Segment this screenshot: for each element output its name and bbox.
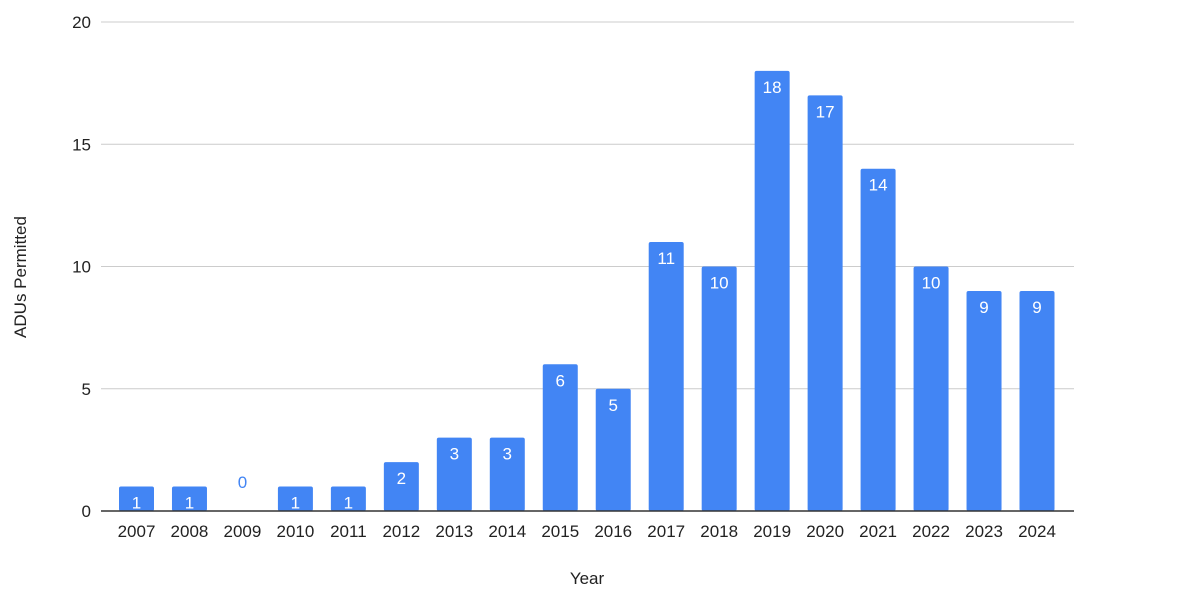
bar-data-label: 10: [710, 274, 729, 293]
x-tick-label: 2012: [382, 522, 420, 541]
bar-2013: [436, 437, 472, 511]
y-tick-label: 0: [82, 502, 91, 521]
bar-2014: [489, 437, 525, 511]
bar-2016: [595, 388, 631, 511]
x-tick-label: 2023: [965, 522, 1003, 541]
bar-2022: [913, 266, 949, 511]
y-tick-label: 15: [72, 135, 91, 154]
x-tick-label: 2013: [435, 522, 473, 541]
bar-2012: [383, 462, 419, 511]
x-axis-title: Year: [570, 569, 605, 588]
bar-2020: [807, 95, 843, 511]
bar-data-label: 17: [816, 102, 835, 121]
x-tick-label: 2024: [1018, 522, 1056, 541]
bar-2011: [330, 486, 366, 511]
bar-data-label: 1: [132, 494, 141, 513]
x-tick-label: 2020: [806, 522, 844, 541]
y-axis-ticks: 0 5 10 15 20: [72, 13, 91, 521]
bar-data-label: 10: [922, 274, 941, 293]
bar-data-label: 1: [185, 494, 194, 513]
x-tick-label: 2011: [330, 522, 367, 541]
bar-data-label: 9: [979, 298, 988, 317]
bar-data-label: 1: [344, 494, 353, 513]
x-tick-label: 2009: [224, 522, 262, 541]
x-axis-ticks: 2007 2008 2009 2010 2011 2012 2013 2014 2015 2016…: [118, 522, 1056, 541]
bar-2018: [701, 266, 737, 511]
bar-2007: [119, 486, 154, 511]
x-tick-label: 2008: [171, 522, 209, 541]
bar-2021: [860, 168, 896, 511]
bar-2015: [542, 364, 578, 511]
x-tick-label: 2007: [118, 522, 156, 541]
bar-2008: [171, 486, 207, 511]
bar-data-label: 11: [657, 249, 675, 268]
x-tick-label: 2016: [594, 522, 632, 541]
bar-data-label: 3: [503, 445, 512, 464]
bar-data-label: 0: [238, 473, 247, 492]
x-tick-label: 2015: [541, 522, 579, 541]
bars: [119, 70, 1055, 512]
bar-data-label: 1: [291, 494, 300, 513]
x-tick-label: 2010: [276, 522, 314, 541]
bar-2017: [648, 242, 684, 512]
y-axis-title: ADUs Permitted: [11, 216, 30, 338]
x-tick-label: 2021: [859, 522, 897, 541]
bar-2024: [1019, 290, 1055, 511]
bar-data-label: 18: [763, 78, 782, 97]
bar-data-label: 6: [556, 371, 565, 390]
y-tick-label: 20: [72, 13, 91, 32]
x-tick-label: 2022: [912, 522, 950, 541]
x-tick-label: 2014: [488, 522, 526, 541]
x-tick-label: 2017: [647, 522, 685, 541]
bar-2023: [966, 290, 1002, 511]
x-tick-label: 2018: [700, 522, 738, 541]
bar-data-label: 5: [609, 396, 618, 415]
gridlines: [101, 21, 1074, 390]
bar-data-label: 2: [397, 469, 406, 488]
bar-data-label: 9: [1032, 298, 1041, 317]
bar-2019: [754, 70, 790, 512]
y-tick-label: 5: [82, 380, 91, 399]
x-tick-label: 2019: [753, 522, 791, 541]
bar-data-label: 3: [450, 445, 459, 464]
bar-data-label: 14: [869, 176, 888, 195]
y-tick-label: 10: [72, 258, 91, 277]
bar-2010: [277, 486, 313, 511]
